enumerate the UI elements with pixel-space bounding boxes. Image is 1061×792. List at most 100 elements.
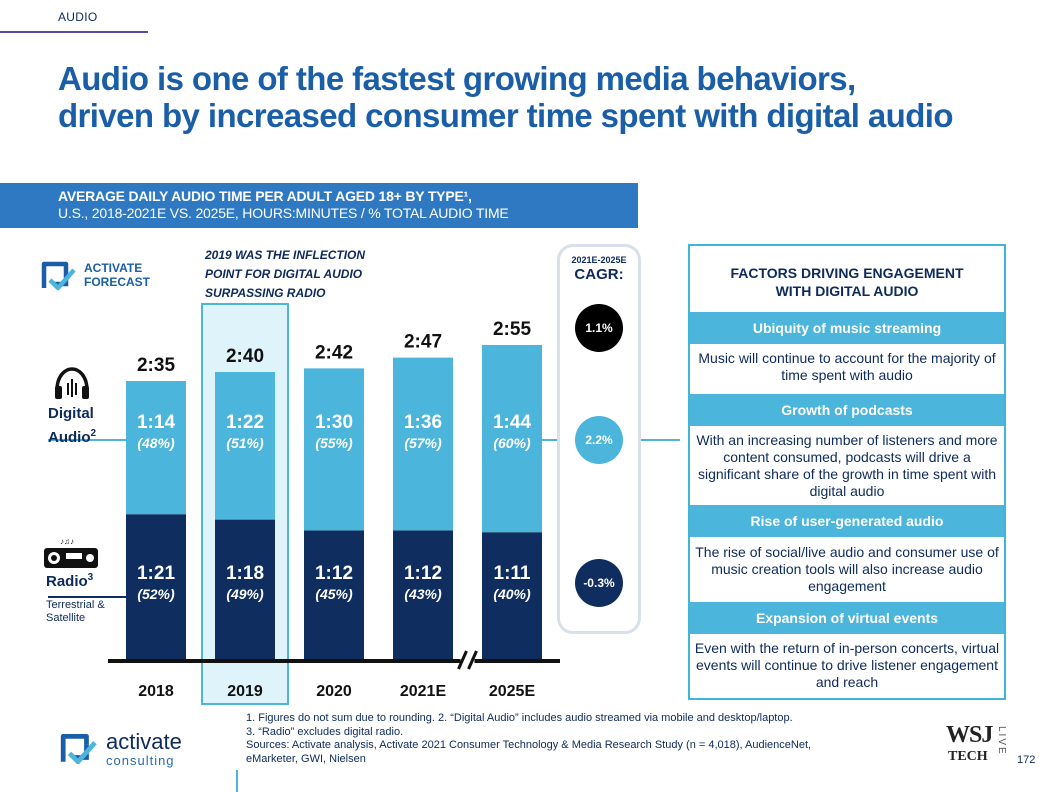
digital-share-label-2019: (51%) (226, 435, 264, 451)
bar-digital-2018 (126, 381, 186, 515)
radio-sublabel-line-2: Satellite (46, 612, 86, 624)
factor-body-virtual-events: Even with the return of in-person concer… (694, 640, 1000, 690)
x-tick-label-2020: 2020 (316, 683, 352, 700)
digital-value-label-2019: 1:22 (226, 412, 264, 433)
x-tick-label-2019: 2019 (227, 683, 263, 700)
digital-share-label-2020: (55%) (315, 435, 353, 451)
cagr-subtitle: 2021E-2025E (571, 255, 627, 265)
factors-panel: FACTORS DRIVING ENGAGEMENT WITH DIGITAL … (688, 244, 1006, 700)
x-tick-label-2021E: 2021E (400, 683, 447, 700)
radio-share-label-2018: (52%) (137, 586, 175, 602)
digital-share-label-2018: (48%) (137, 435, 175, 451)
bar-radio-2019 (215, 519, 275, 660)
factor-heading-user-generated-audio: Rise of user-generated audio (690, 505, 1004, 537)
factors-title: FACTORS DRIVING ENGAGEMENT WITH DIGITAL … (690, 264, 1004, 300)
wsj-tech-wordmark: TECH (948, 749, 988, 764)
digital-value-label-2018: 1:14 (137, 412, 175, 433)
factor-heading-virtual-events: Expansion of virtual events (690, 602, 1004, 634)
bar-radio-2020 (304, 530, 364, 660)
wsj-live-wordmark: LIVE (996, 726, 1007, 756)
factor-heading-music-streaming: Ubiquity of music streaming (690, 312, 1004, 344)
radio-footnote-mark: 3 (87, 572, 94, 583)
headline-line-1: Audio is one of the fastest growing medi… (58, 60, 856, 97)
radio-label-text: Radio (46, 573, 88, 590)
digital-audio-label-line-2: Audio (48, 429, 91, 446)
digital-value-label-2020: 1:30 (315, 412, 353, 433)
digital-audio-footnote-mark: 2 (90, 428, 97, 439)
bar-digital-2020 (304, 368, 364, 531)
logo-subtitle: consulting (106, 753, 175, 768)
x-tick-label-2018: 2018 (138, 683, 174, 700)
axis-break-mark-2 (467, 650, 478, 670)
axis-break-mark-1 (457, 650, 468, 670)
activate-logo-mark-icon (60, 733, 97, 765)
total-label-2021E: 2:47 (404, 332, 442, 353)
bar-digital-2021E (393, 357, 453, 531)
radio-value-label-2021E: 1:12 (404, 563, 442, 584)
stacked-bar-chart: 2:35 1:14 (48%) 1:21 (52%) 2018 2:40 1:22 (51%) 1… (48, 303, 680, 705)
footnote-line-1: 1. Figures do not sum due to rounding. 2… (246, 712, 793, 724)
total-label-2020: 2:42 (315, 342, 353, 363)
total-label-2019: 2:40 (226, 346, 264, 367)
digital-audio-label: Digital Audio2 (48, 404, 96, 448)
headphones-icon (55, 367, 89, 399)
forecast-label-line-2: FORECAST (84, 275, 150, 289)
footnote-line-4: eMarketer, GWI, Nielsen (246, 752, 366, 765)
svg-text:♪♫♪: ♪♫♪ (60, 537, 74, 546)
bar-radio-2021E (393, 530, 453, 660)
radio-value-label-2019: 1:18 (226, 563, 264, 584)
digital-value-label-2025E: 1:44 (493, 412, 531, 433)
wsj-tech-live-logo: WSJ TECH LIVE (946, 722, 1016, 772)
activate-consulting-logo: activate consulting (58, 730, 218, 770)
bar-radio-2025E (482, 532, 542, 660)
cagr-panel: 2021E-2025E CAGR: 1.1% 2.2% -0.3% (557, 244, 641, 634)
footnotes: 1. Figures do not sum due to rounding. 2… (246, 712, 936, 766)
chart-title: AVERAGE DAILY AUDIO TIME PER ADULT AGED … (58, 188, 472, 204)
activate-logo-icon (41, 261, 76, 291)
bar-digital-2019 (215, 372, 275, 520)
factors-title-line-1: FACTORS DRIVING ENGAGEMENT (730, 265, 964, 281)
radio-value-label-2018: 1:21 (137, 563, 175, 584)
radio-value-label-2025E: 1:11 (494, 563, 531, 584)
digital-share-label-2025E: (60%) (493, 435, 531, 451)
radio-share-label-2020: (45%) (315, 586, 353, 602)
cagr-radio-badge: -0.3% (575, 559, 623, 607)
radio-sublabel: Terrestrial & Satellite (46, 599, 105, 625)
cagr-digital-badge: 2.2% (575, 416, 623, 464)
digital-value-label-2021E: 1:36 (404, 412, 442, 433)
factor-body-user-generated-audio: The rise of social/live audio and consum… (695, 544, 999, 594)
radio-share-label-2025E: (40%) (493, 586, 531, 602)
bar-digital-2025E (482, 345, 542, 533)
factor-heading-podcasts: Growth of podcasts (690, 394, 1004, 426)
digital-audio-label-line-1: Digital (48, 405, 94, 422)
footnote-line-3: Sources: Activate analysis, Activate 202… (246, 739, 812, 751)
section-tag: AUDIO (58, 10, 98, 24)
page-number: 172 (1017, 754, 1036, 766)
digital-share-label-2021E: (57%) (404, 435, 442, 451)
forecast-label-line-1: ACTIVATE (84, 261, 143, 275)
factors-title-line-2: WITH DIGITAL AUDIO (775, 283, 919, 299)
cagr-total-badge: 1.1% (575, 304, 623, 352)
cagr-title: CAGR: (574, 266, 624, 283)
x-tick-label-2025E: 2025E (489, 683, 536, 700)
forecast-label: ACTIVATE FORECAST (84, 261, 150, 289)
section-divider (0, 31, 148, 33)
total-label-2025E: 2:55 (493, 319, 531, 340)
radio-value-label-2020: 1:12 (315, 563, 353, 584)
headline-line-2: driven by increased consumer time spent … (58, 97, 954, 134)
page-title: Audio is one of the fastest growing medi… (58, 60, 1018, 134)
logo-name: activate (106, 729, 182, 754)
footer-accent-line (236, 770, 238, 792)
radio-label: Radio3 (46, 572, 93, 590)
activate-forecast-badge: ACTIVATE FORECAST (40, 258, 170, 294)
chart-title-banner: AVERAGE DAILY AUDIO TIME PER ADULT AGED … (0, 183, 638, 228)
radio-share-label-2021E: (43%) (404, 586, 442, 602)
radio-share-label-2019: (49%) (226, 586, 264, 602)
bar-radio-2018 (126, 514, 186, 660)
radio-sublabel-line-1: Terrestrial & (46, 599, 105, 611)
wsj-wordmark: WSJ (946, 722, 993, 748)
total-label-2018: 2:35 (137, 355, 175, 376)
chart-subtitle: U.S., 2018-2021E VS. 2025E, HOURS:MINUTE… (58, 205, 509, 221)
footnote-line-2: 3. “Radio” excludes digital radio. (246, 725, 404, 738)
factor-body-podcasts: With an increasing number of listeners a… (696, 432, 998, 499)
